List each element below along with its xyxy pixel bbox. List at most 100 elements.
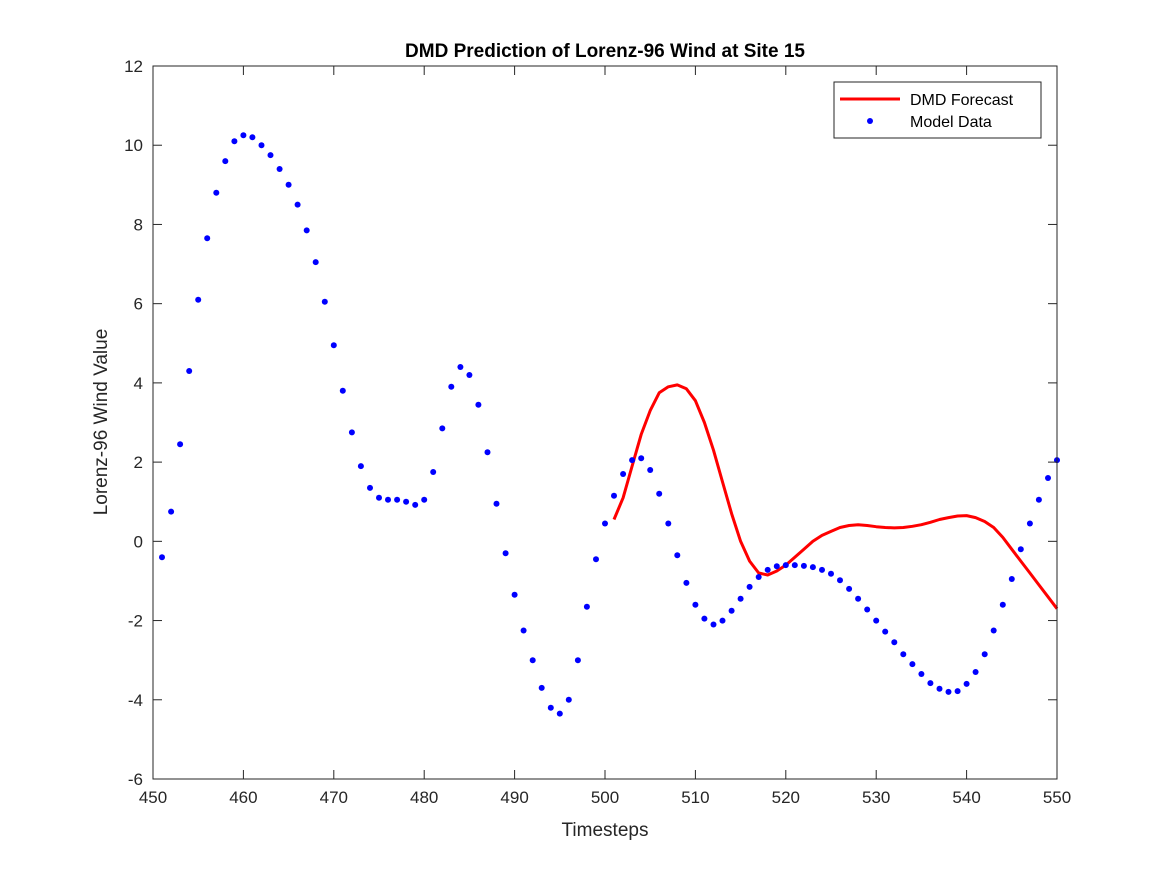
model-data-point [593,556,599,563]
y-tick-label: -2 [128,612,143,631]
x-tick-label: 510 [681,788,709,807]
model-data-point [421,496,428,503]
model-data-point [1045,475,1051,481]
model-data-point [168,508,175,515]
model-data-point [321,298,328,305]
model-data-point [692,601,699,608]
model-data-point [1035,496,1042,503]
x-tick-label: 550 [1043,788,1071,807]
model-data-point [249,134,256,141]
y-tick-label: 12 [124,57,143,76]
model-data-point [800,562,807,569]
model-data-point [602,520,608,527]
model-data-point [701,615,708,622]
model-data-point [556,710,563,717]
model-data-point [855,595,862,602]
model-data-point [448,383,455,390]
model-data-point [276,166,283,172]
model-data-point [809,564,816,571]
model-data-point [909,661,916,668]
y-tick-label: 2 [134,453,143,472]
y-tick-label: -4 [128,691,143,710]
model-data-point [656,490,663,497]
model-data-point [828,570,834,577]
model-data-point [873,617,880,624]
legend-model-swatch [867,118,873,124]
model-data-point [864,606,871,613]
model-data-point [385,496,391,503]
model-data-point [439,425,446,432]
model-data-point [846,585,853,592]
model-data-point [972,669,979,675]
model-data-point [638,455,645,462]
model-data-point [493,500,500,507]
model-data-point [574,657,581,664]
model-data-point [1008,576,1015,582]
model-data-point [710,621,717,628]
model-data-point [529,657,536,664]
model-data-point [213,189,220,196]
model-data-point [231,138,238,145]
model-data-point [430,469,437,475]
model-data-point [647,467,654,473]
model-data-point [900,651,907,658]
model-data-point [963,680,970,687]
model-data-point [475,401,482,408]
y-tick-label: -6 [128,770,143,789]
model-data-point [159,554,165,561]
model-data-point [240,132,247,139]
model-data-point [583,603,590,610]
x-tick-label: 490 [500,788,528,807]
model-data-point [547,704,554,711]
model-data-point [755,574,762,580]
model-data-point [294,201,301,208]
y-tick-label: 8 [134,215,143,234]
model-data-point [267,152,274,159]
legend-forecast-label: DMD Forecast [910,92,1014,109]
model-data-point [511,591,518,598]
model-data-point [285,181,292,188]
model-data-point [629,457,636,464]
model-data-point [222,158,229,165]
model-data-point [466,372,473,378]
model-data-point [502,550,509,557]
model-data-point [565,696,572,703]
model-data-point [791,562,798,569]
model-data-point [1017,546,1024,553]
model-data-point [367,484,373,491]
model-data-point [258,142,265,149]
x-tick-label: 520 [772,788,800,807]
model-data-point [719,617,726,624]
model-data-point [936,685,943,692]
y-tick-label: 10 [124,136,143,155]
model-data-point [746,583,753,590]
model-data-point [357,463,364,470]
legend-box [833,81,1042,139]
model-data-point [538,684,545,691]
x-tick-label: 470 [320,788,348,807]
model-data-point [403,498,410,505]
y-tick-label: 6 [134,295,143,314]
model-data-point [764,566,771,573]
legend-model-label: Model Data [910,114,992,131]
model-data-point [611,492,617,499]
x-tick-label: 500 [591,788,619,807]
model-data-point [782,562,789,569]
model-data-point [674,552,681,559]
model-data-point [918,671,925,677]
plot-area [153,66,1057,779]
x-tick-label: 480 [410,788,438,807]
model-data-point [837,577,843,584]
x-axis-title: Timesteps [562,820,649,841]
model-data-point [457,364,464,370]
dmd-forecast-line [612,383,1059,610]
model-data-point [620,471,627,477]
model-data-point [882,628,889,635]
model-data-point [773,563,780,570]
x-tick-label: 530 [862,788,890,807]
model-data-point [204,235,211,242]
x-tick-label: 450 [139,788,167,807]
model-data-point [728,607,735,614]
model-data-point [339,387,346,394]
series-layer [159,132,1060,717]
